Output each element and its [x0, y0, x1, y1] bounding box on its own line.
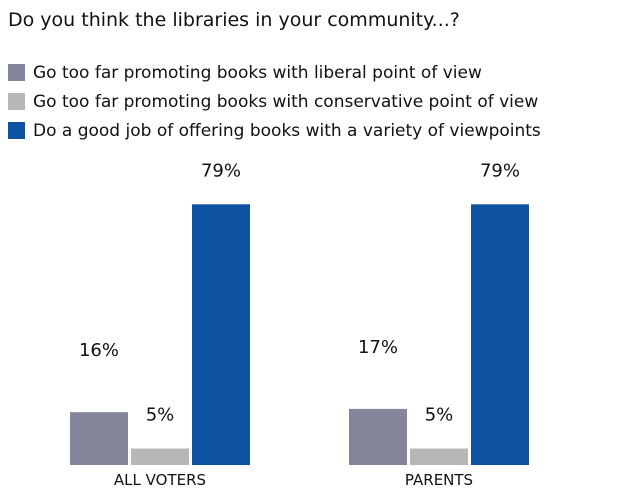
bar-parents-conservative	[410, 448, 468, 465]
chart-legend: Go too far promoting books with liberal …	[8, 58, 541, 145]
legend-label-liberal: Go too far promoting books with liberal …	[33, 62, 482, 83]
legend-item-conservative: Go too far promoting books with conserva…	[8, 87, 541, 116]
data-label-all-voters-variety: 79%	[201, 160, 241, 181]
legend-swatch-liberal	[8, 64, 25, 81]
bar-parents-liberal	[349, 408, 407, 465]
data-label-parents-conservative: 5%	[425, 405, 454, 426]
bar-all-voters-liberal	[70, 412, 128, 465]
legend-swatch-conservative	[8, 93, 25, 110]
legend-label-variety: Do a good job of offering books with a v…	[33, 120, 541, 141]
bar-parents-variety	[471, 204, 529, 466]
chart-title: Do you think the libraries in your commu…	[8, 9, 460, 31]
data-label-all-voters-liberal: 16%	[79, 340, 119, 361]
data-label-all-voters-conservative: 5%	[146, 405, 175, 426]
bar-all-voters-variety	[192, 204, 250, 466]
legend-label-conservative: Go too far promoting books with conserva…	[33, 91, 539, 112]
data-label-parents-variety: 79%	[480, 160, 520, 181]
legend-swatch-variety	[8, 122, 25, 139]
category-label-parents: PARENTS	[405, 471, 473, 489]
bar-chart: 16% 5% 79% ALL VOTERS 17% 5% 79% PARENTS	[70, 160, 529, 489]
legend-item-variety: Do a good job of offering books with a v…	[8, 116, 541, 145]
legend-item-liberal: Go too far promoting books with liberal …	[8, 58, 541, 87]
bar-all-voters-conservative	[131, 448, 189, 465]
data-label-parents-liberal: 17%	[358, 337, 398, 358]
category-label-all-voters: ALL VOTERS	[114, 471, 206, 489]
